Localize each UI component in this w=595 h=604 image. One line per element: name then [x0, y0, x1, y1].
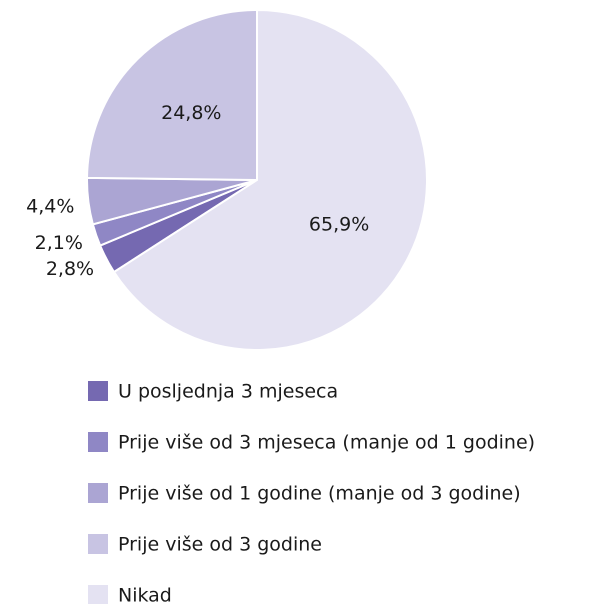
legend-swatch [88, 483, 108, 503]
slice-label: 65,9% [309, 213, 369, 235]
slice-label: 2,1% [35, 232, 83, 254]
slice-label: 24,8% [161, 102, 221, 124]
legend-label: Nikad [118, 585, 172, 604]
legend-swatch [88, 432, 108, 452]
legend-label: Prije više od 1 godine (manje od 3 godin… [118, 483, 521, 505]
legend-label: Prije više od 3 mjeseca (manje od 1 godi… [118, 432, 535, 454]
pie-slice [86, 8, 258, 182]
legend-swatch [88, 534, 108, 554]
slice-label: 4,4% [26, 196, 74, 218]
slice-label: 2,8% [46, 258, 94, 280]
legend-swatch [88, 381, 108, 401]
legend-label: U posljednja 3 mjeseca [118, 381, 338, 403]
legend-swatch [88, 585, 108, 604]
legend-label: Prije više od 3 godine [118, 534, 322, 556]
pie-slice [112, 8, 428, 351]
